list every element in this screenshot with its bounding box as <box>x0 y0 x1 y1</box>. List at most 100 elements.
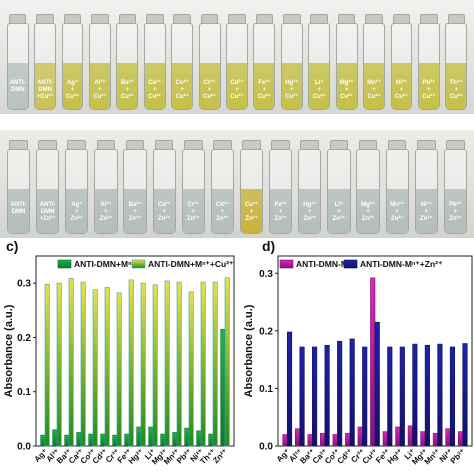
vial-solution <box>211 189 234 233</box>
vial: ANTI- DMN <box>6 14 29 110</box>
vial-label: Cd²⁺ + Cu²⁺ <box>230 80 244 100</box>
bar <box>220 328 226 447</box>
vial-glass <box>143 23 166 110</box>
plot-frame <box>35 255 235 447</box>
vial: Ag⁺ + Zn²⁺ <box>65 140 89 234</box>
vial-glass <box>390 23 413 110</box>
vial: Ni²⁺ + Cu²⁺ <box>390 14 413 110</box>
vial-solution <box>336 63 357 109</box>
vial-glass <box>171 23 194 110</box>
vial: Ag⁺ + Cu²⁺ <box>61 14 84 110</box>
bar <box>188 291 194 447</box>
bar <box>307 434 313 447</box>
bar <box>412 343 418 447</box>
vial: Hg²⁺ + Cu²⁺ <box>280 14 303 110</box>
vial-glass <box>65 149 89 234</box>
vial-solution <box>386 189 408 233</box>
bar <box>100 433 106 447</box>
vial-glass <box>269 149 293 234</box>
vial-glass <box>34 23 57 110</box>
bar <box>224 277 230 447</box>
bar <box>152 284 158 447</box>
bar <box>172 432 178 447</box>
vial-solution <box>357 189 379 233</box>
y-tick-label: 0.0 <box>17 442 31 453</box>
bar <box>88 433 94 447</box>
vial: Mg²⁺ + Cu²⁺ <box>335 14 358 110</box>
vial-label: Mg²⁺ + Cu²⁺ <box>339 80 354 100</box>
vial-label: Fe³⁺ + Cu²⁺ <box>257 80 271 100</box>
bar <box>332 434 338 447</box>
vial-label: Ag⁺ + Cu²⁺ <box>65 80 80 100</box>
vial-label: Ca²⁺ + Cu²⁺ <box>148 80 162 100</box>
vial-solution <box>199 63 220 109</box>
vial-glass <box>385 149 409 234</box>
panel-label-c: c) <box>6 238 19 254</box>
bar <box>56 282 62 447</box>
vial-label: Mn²⁺ + Zn²⁺ <box>390 202 405 222</box>
bar <box>432 433 438 447</box>
vial: Ba²⁺ + Zn²⁺ <box>123 140 147 234</box>
vial-glass <box>152 149 176 234</box>
bar <box>457 431 464 447</box>
bar <box>200 281 206 447</box>
vial-label: ANTI- DMN +Cu²⁺ <box>36 80 54 100</box>
bar <box>337 340 343 447</box>
vial-glass <box>417 23 440 110</box>
vial-solution <box>418 63 439 109</box>
vial-solution <box>117 63 138 109</box>
vial-solution <box>328 189 350 233</box>
vial-label: Fe³⁺ + Zn²⁺ <box>274 202 287 222</box>
vial-glass <box>443 149 468 234</box>
bar <box>184 427 190 447</box>
bar <box>399 346 405 447</box>
y-axis-label: Absorbance (a.u.) <box>3 304 15 397</box>
vial-solution <box>124 189 146 233</box>
bar <box>104 287 110 447</box>
vial-glass <box>239 149 264 234</box>
bar <box>164 280 170 447</box>
vial-label: Pb²⁺ + Zn²⁺ <box>449 202 462 222</box>
vials-photo-bottom: ANTI- DMN ANTI- DMN +Zn²⁺ Ag⁺ + Zn²⁺ Al³⁺ +… <box>0 130 474 238</box>
bar <box>160 433 166 447</box>
y-tick-label: 0.3 <box>17 279 31 290</box>
vial-label: Th⁴⁺ + Cu²⁺ <box>449 80 464 100</box>
vial-solution <box>153 189 175 233</box>
y-tick-label: 0.2 <box>17 333 31 344</box>
vial: Fe³⁺ + Cu²⁺ <box>253 14 276 110</box>
bar <box>345 433 351 447</box>
vial: Cr³⁺ + Zn²⁺ <box>181 140 205 234</box>
vial-label: Cr³⁺ + Zn²⁺ <box>187 202 200 222</box>
bar <box>136 426 142 447</box>
vial-glass <box>123 149 147 234</box>
bar <box>362 346 368 447</box>
vial-glass <box>88 23 111 110</box>
bar <box>449 346 456 447</box>
vial-glass <box>94 149 118 234</box>
vial: ANTI- DMN +Zn²⁺ <box>36 140 60 234</box>
bar <box>349 338 355 447</box>
vial-label: Cu²⁺ + Zn²⁺ <box>244 202 259 222</box>
vial-solution <box>95 189 117 233</box>
legend-label: ANTI-DMN+Mⁿ⁺ <box>74 259 136 269</box>
vial: Al³⁺ + Zn²⁺ <box>94 140 118 234</box>
vial-solution <box>391 63 412 109</box>
y-tick-label: 0.3 <box>259 269 273 280</box>
vial-solution <box>172 63 193 109</box>
bar <box>124 433 130 447</box>
bar <box>324 344 330 447</box>
vial-solution <box>364 63 385 109</box>
vial-label: ANTI- DMN <box>10 202 27 215</box>
vial-solution <box>66 189 88 233</box>
vial: Ca²⁺ + Zn²⁺ <box>152 140 176 234</box>
vial-label: Ni²⁺ + Zn²⁺ <box>420 202 433 222</box>
y-tick-label: 0.1 <box>17 387 31 398</box>
vial-label: Al³⁺ + Cu²⁺ <box>93 80 107 100</box>
vial-label: Cd²⁺ + Zn²⁺ <box>215 202 230 222</box>
vial-solution <box>227 63 247 109</box>
bar <box>140 282 146 447</box>
vial-label: Co²⁺ + Cu²⁺ <box>175 80 189 100</box>
bar <box>462 343 468 447</box>
vial-label: Ca²⁺ + Zn²⁺ <box>157 202 171 222</box>
vial-label: Cr³⁺ + Cu²⁺ <box>202 80 217 100</box>
